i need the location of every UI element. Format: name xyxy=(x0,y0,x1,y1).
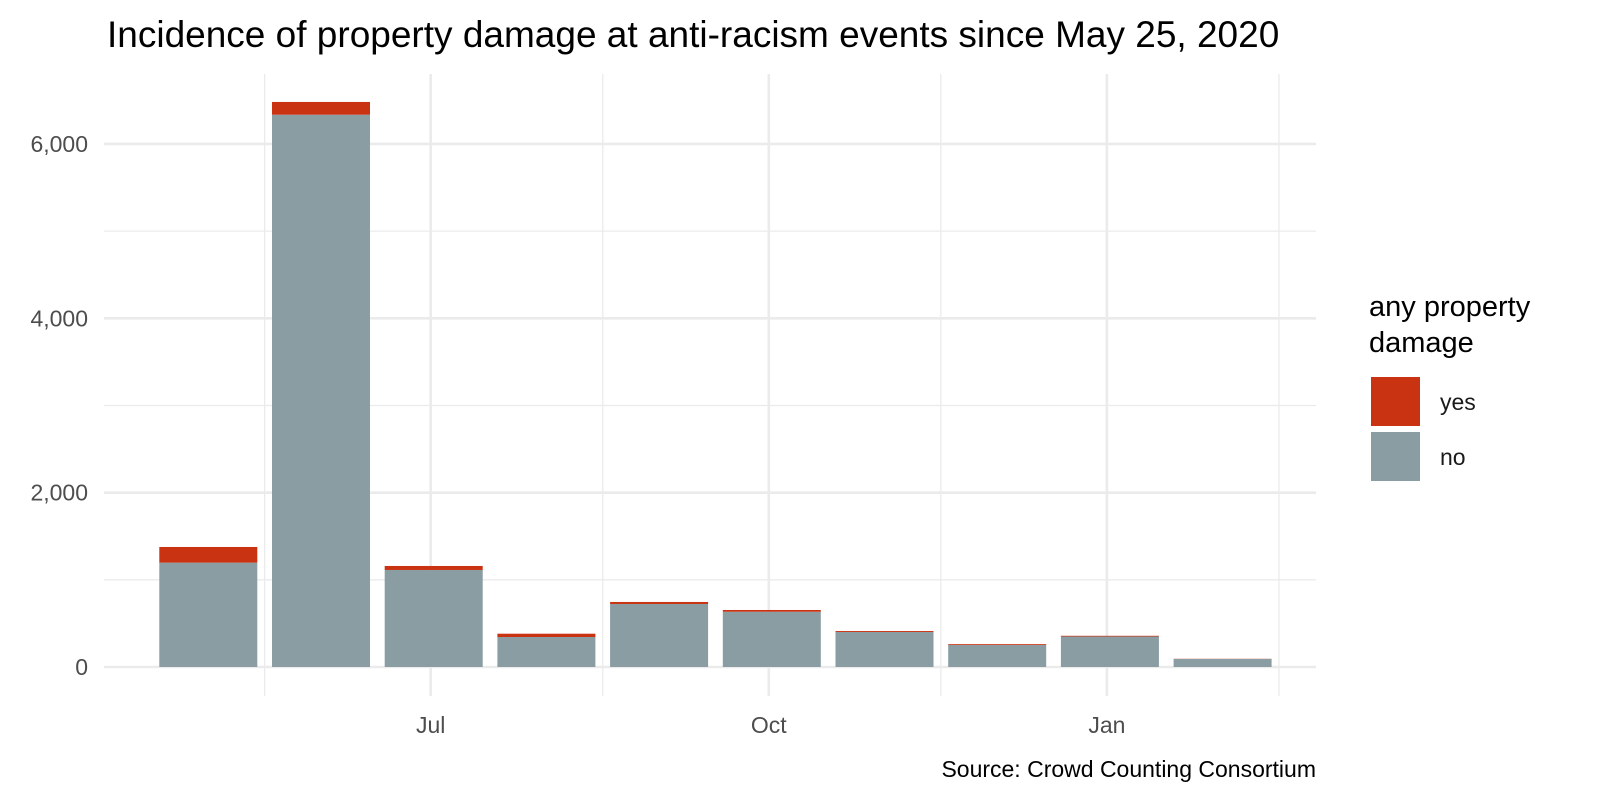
y-axis-ticks: 0 2,000 4,000 6,000 xyxy=(30,131,88,680)
bar-yes-8 xyxy=(1060,635,1159,637)
x-tick-label: Jan xyxy=(1088,712,1125,738)
bar-yes-3 xyxy=(497,633,596,638)
legend-key-yes xyxy=(1371,377,1420,426)
bar-yes-6 xyxy=(835,630,934,632)
bar-no-4 xyxy=(610,603,709,667)
bar-yes-7 xyxy=(948,644,1047,646)
bar-yes-0 xyxy=(159,546,258,563)
legend-label-yes: yes xyxy=(1440,389,1476,415)
bar-no-2 xyxy=(384,569,483,667)
legend-label-no: no xyxy=(1440,444,1466,470)
y-tick-label: 6,000 xyxy=(30,131,88,157)
y-tick-label: 0 xyxy=(75,654,88,680)
legend: any property damage yes no xyxy=(1369,291,1531,481)
bar-yes-4 xyxy=(610,601,709,604)
y-tick-label: 2,000 xyxy=(30,480,88,506)
x-tick-label: Oct xyxy=(751,712,787,738)
bar-yes-1 xyxy=(272,101,370,115)
y-tick-label: 4,000 xyxy=(30,305,88,331)
bar-no-5 xyxy=(722,611,821,667)
x-tick-label: Jul xyxy=(416,712,445,738)
bars xyxy=(159,101,1272,668)
bar-no-3 xyxy=(497,637,596,667)
bar-no-9 xyxy=(1173,658,1272,667)
bar-yes-2 xyxy=(384,565,483,570)
x-axis-ticks: Jul Oct Jan xyxy=(416,712,1125,738)
bar-no-7 xyxy=(948,645,1047,667)
bar-no-1 xyxy=(272,114,370,668)
chart-title: Incidence of property damage at anti-rac… xyxy=(107,14,1279,55)
bar-no-0 xyxy=(159,562,258,667)
legend-title-line-1: any property xyxy=(1369,291,1531,323)
bar-no-6 xyxy=(835,631,934,667)
chart-caption: Source: Crowd Counting Consortium xyxy=(941,756,1316,782)
legend-title-line-2: damage xyxy=(1369,327,1474,359)
legend-key-no xyxy=(1371,432,1420,481)
bar-yes-5 xyxy=(722,609,821,612)
bar-no-8 xyxy=(1060,636,1159,667)
